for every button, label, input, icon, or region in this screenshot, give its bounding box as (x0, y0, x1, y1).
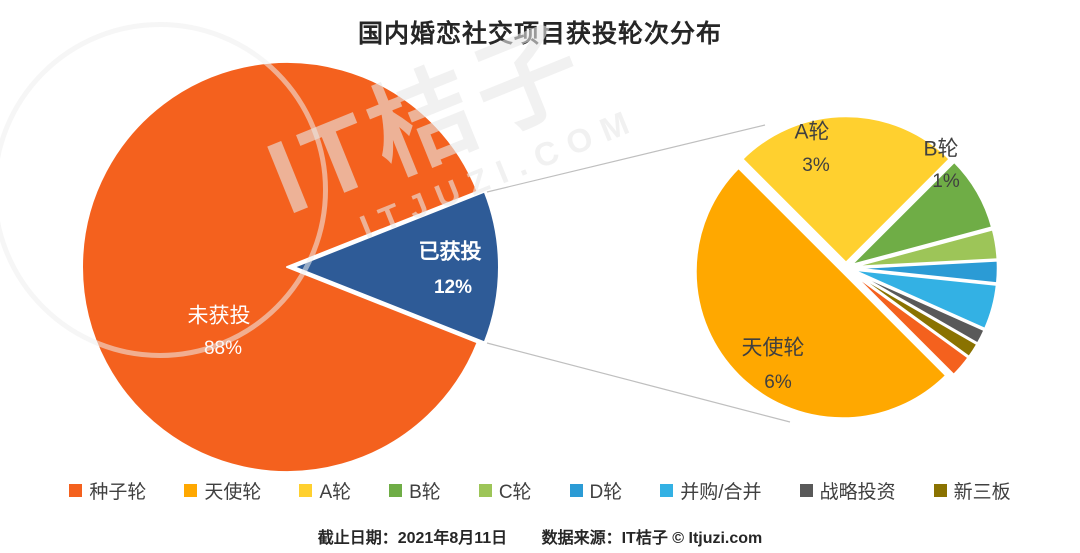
slice-pct-angel-round: 6% (764, 372, 792, 393)
connector-line-1 (486, 124, 766, 193)
legend-item-merger: 并购/合并 (660, 477, 762, 504)
legend-swatch-series-b (389, 484, 403, 497)
legend-item-angel-round: 天使轮 (184, 477, 261, 504)
slice-label-not-funded: 未获投 (188, 305, 251, 328)
slice-label-series-b: B轮 (923, 138, 958, 161)
slice-pct-not-funded: 88% (204, 338, 242, 359)
legend-swatch-neeq (933, 484, 947, 497)
legend-swatch-series-c (478, 484, 492, 497)
slice-pct-series-b: 1% (932, 171, 960, 192)
legend-label-series-a: A轮 (319, 482, 352, 503)
legend-label-angel-round: 天使轮 (204, 482, 262, 503)
legend-swatch-series-a (299, 484, 313, 497)
legend-item-seed-round: 种子轮 (69, 477, 146, 504)
pie-slice-detail-series-b (849, 160, 994, 267)
legend: 种子轮 天使轮 A轮 B轮 C轮 D轮 并购/合并 战略投资 新三板 (0, 477, 1080, 504)
slice-label-series-a: A轮 (794, 121, 829, 144)
slice-label-angel-round: 天使轮 (742, 337, 805, 360)
legend-item-series-c: C轮 (478, 477, 532, 504)
legend-swatch-seed-round (69, 484, 83, 497)
legend-swatch-series-d (569, 484, 583, 497)
pie-slice-detail-seed-round (848, 269, 970, 377)
pie-slice-main-not-funded (81, 61, 479, 473)
legend-label-seed-round: 种子轮 (89, 482, 147, 503)
pie-slice-main-funded (293, 190, 500, 344)
legend-swatch-angel-round (184, 484, 198, 497)
legend-label-neeq: 新三板 (953, 482, 1011, 503)
legend-label-series-d: D轮 (589, 482, 623, 503)
legend-label-series-c: C轮 (498, 482, 532, 503)
slice-pct-funded: 12% (434, 277, 472, 298)
footer-date: 截止日期：2021年8月11日 (317, 530, 508, 547)
legend-swatch-merger (660, 484, 674, 497)
connector-line-2 (486, 342, 791, 423)
legend-item-series-a: A轮 (299, 477, 351, 504)
legend-label-strategic: 战略投资 (819, 482, 896, 503)
legend-item-series-b: B轮 (389, 477, 441, 504)
pie-slice-detail-angel-round (694, 166, 948, 420)
slice-pct-series-a: 3% (802, 155, 830, 176)
legend-item-strategic: 战略投资 (799, 477, 896, 504)
legend-swatch-strategic (799, 484, 813, 497)
pie-slice-detail-series-a (740, 114, 952, 265)
footer: 截止日期：2021年8月11日 数据来源：IT桔子 © Itjuzi.com (0, 524, 1080, 548)
legend-label-series-b: B轮 (409, 482, 441, 503)
footer-source: 数据来源：IT桔子 © Itjuzi.com (541, 530, 763, 547)
legend-item-series-d: D轮 (569, 477, 623, 504)
legend-label-merger: 并购/合并 (680, 482, 762, 503)
slice-label-funded: 已获投 (419, 240, 482, 264)
chart-title: 国内婚恋社交项目获投轮次分布 (357, 20, 722, 48)
legend-item-neeq: 新三板 (933, 477, 1011, 504)
